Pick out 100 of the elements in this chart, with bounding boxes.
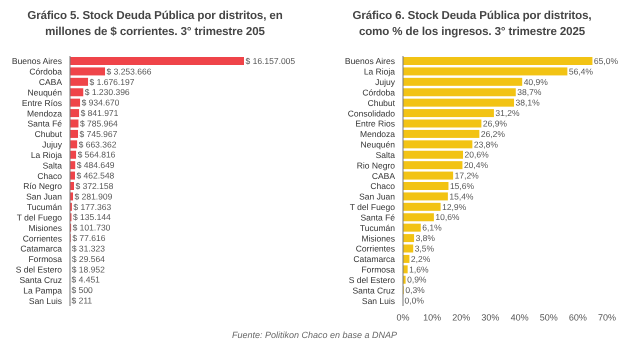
data-label: $ 77.616: [72, 233, 106, 244]
y-tick-label: Catamarca: [353, 254, 396, 264]
data-label: 23,8%: [474, 139, 498, 150]
data-label: $ 785.964: [80, 118, 118, 128]
data-label: $ 372.158: [76, 180, 114, 191]
data-label: $ 31.323: [72, 243, 106, 254]
y-tick-label: Río Negro: [23, 181, 62, 192]
x-tick-label: 30%: [481, 312, 500, 322]
data-label: $ 4.451: [72, 274, 100, 285]
data-label: 38,7%: [517, 87, 542, 98]
y-tick-label: Entre Ríos: [22, 98, 62, 108]
y-tick-label: CABA: [38, 77, 62, 88]
x-tick-label: 10%: [423, 312, 442, 322]
data-label: 3,5%: [414, 243, 435, 254]
y-tick-label: Consolidado: [348, 108, 396, 118]
y-tick-label: La Rioja: [30, 150, 62, 160]
data-label: $ 1.676.197: [90, 76, 135, 87]
y-tick-label: S del Estero: [16, 264, 62, 275]
y-tick-label: Córdoba: [362, 87, 396, 98]
y-tick-label: Chaco: [37, 170, 62, 181]
y-tick-label: Tucumán: [26, 202, 62, 212]
y-tick-label: Buenos Aires: [12, 56, 62, 66]
data-label: 12,9%: [442, 202, 467, 212]
y-tick-label: Tucumán: [360, 222, 396, 233]
y-tick-label: Formosa: [361, 264, 396, 275]
y-tick-label: Buenos Aires: [344, 56, 395, 66]
y-tick-label: Chubut: [368, 98, 396, 108]
data-label: 1,6%: [409, 264, 429, 274]
y-tick-label: T del Fuego: [16, 212, 62, 222]
y-tick-label: Corrientes: [22, 233, 62, 244]
y-tick-label: T del Fuego: [350, 202, 396, 212]
y-tick-label: Santa Cruz: [19, 274, 62, 285]
data-label: 0,0%: [404, 296, 424, 306]
x-tick-label: 0%: [396, 312, 410, 322]
data-label: $ 18.952: [72, 264, 106, 274]
data-label: 6,1%: [422, 222, 442, 233]
data-label: $ 177.363: [73, 202, 112, 212]
data-label: 26,9%: [482, 118, 508, 128]
y-tick-label: Misiones: [28, 222, 62, 233]
y-tick-label: Jujuy: [42, 140, 63, 150]
data-label: 15,6%: [450, 180, 475, 191]
data-label: $ 484.649: [76, 160, 115, 170]
data-label: 10,6%: [435, 212, 460, 222]
y-tick-label: San Juan: [359, 192, 396, 202]
y-tick-label: Corrientes: [356, 244, 395, 254]
data-label: 15,4%: [449, 191, 474, 202]
data-label: 3,8%: [416, 233, 436, 244]
x-tick-label: 70%: [598, 312, 616, 322]
data-label: 0,9%: [407, 274, 427, 285]
data-label: $ 745.967: [80, 128, 118, 139]
chart-title: Gráfico 6. Stock Deuda Pública por distritos, como % de los ingresos. 3° trimestre 2025: [352, 9, 592, 40]
data-label: 2,2%: [410, 254, 431, 264]
y-tick-label: Mendoza: [360, 129, 396, 140]
y-tick-label: Santa Fé: [28, 118, 62, 129]
y-tick-label: Neuquén: [27, 87, 62, 98]
y-tick-label: Santa Fé: [360, 212, 396, 222]
y-tick-label: Catamarca: [20, 244, 62, 254]
data-label: $ 462.548: [76, 170, 115, 181]
y-tick-label: La Rioja: [364, 66, 396, 77]
data-label: 17,2%: [454, 170, 480, 181]
y-tick-label: Chaco: [370, 181, 396, 192]
x-tick-label: 60%: [568, 312, 587, 322]
data-label: $ 3.253.666: [106, 66, 152, 76]
data-label: 38,1%: [516, 98, 540, 108]
y-tick-label: Salta: [376, 150, 396, 160]
x-tick-label: 20%: [452, 312, 470, 322]
data-label: $ 500: [72, 285, 94, 296]
y-tick-label: CABA: [372, 170, 396, 181]
y-tick-label: San Luis: [28, 296, 62, 306]
chart-title: Gráfico 5. Stock Deuda Pública por distritos, en millones de $ corrientes. 3° trimestre 205: [26, 9, 284, 40]
data-label: 26,2%: [480, 128, 506, 139]
data-label: $ 934.670: [82, 98, 120, 108]
data-label: 20,6%: [464, 150, 490, 160]
y-tick-label: Rio Negro: [356, 160, 396, 170]
source-note: Fuente: Politikon Chaco en base a DNAP: [230, 330, 398, 340]
y-tick-label: Chubut: [34, 129, 63, 140]
data-label: 40,9%: [524, 76, 548, 87]
data-label: $ 101.730: [72, 222, 111, 233]
y-tick-label: San Luis: [362, 296, 395, 306]
data-label: $ 564.816: [78, 150, 116, 160]
data-label: $ 281.909: [74, 191, 113, 202]
y-tick-label: Salta: [42, 160, 62, 170]
data-label: 20,4%: [464, 160, 488, 170]
y-tick-label: Córdoba: [29, 66, 62, 77]
data-label: $ 1.230.396: [84, 87, 130, 98]
y-tick-label: Neuquén: [360, 140, 396, 150]
data-label: $ 135.144: [72, 212, 112, 222]
y-tick-label: S del Estero: [348, 274, 396, 285]
data-label: 31,2%: [495, 108, 520, 118]
data-label: $ 841.971: [80, 108, 119, 118]
data-label: 65,0%: [594, 56, 618, 66]
data-label: $ 663.362: [78, 139, 117, 150]
y-tick-label: Mendoza: [27, 108, 62, 118]
y-tick-label: Entre Rios: [355, 118, 395, 129]
data-label: $ 16.157.005: [246, 56, 296, 66]
y-tick-label: Santa Cruz: [352, 285, 395, 296]
x-tick-label: 50%: [540, 312, 558, 322]
y-tick-label: San Juan: [26, 192, 62, 202]
y-tick-label: Formosa: [28, 254, 62, 264]
x-tick-label: 40%: [510, 312, 529, 322]
